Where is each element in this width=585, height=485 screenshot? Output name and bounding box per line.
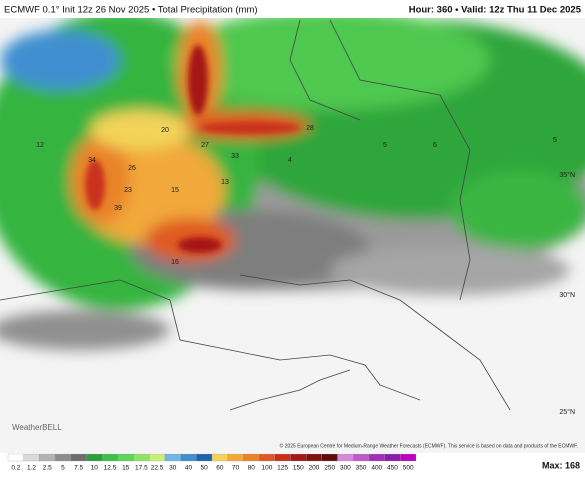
legend-label: 7.5: [74, 465, 83, 472]
legend-swatch: [86, 453, 103, 462]
legend-label: 5: [61, 465, 65, 472]
legend-label: 40: [185, 465, 193, 472]
legend-label: 60: [216, 465, 224, 472]
legend-swatch: [368, 453, 385, 462]
latitude-label: 30°N: [559, 291, 575, 299]
legend-label: 30: [169, 465, 177, 472]
legend-swatch: [180, 453, 197, 462]
point-value: 20: [161, 127, 169, 134]
legend-swatch: [211, 453, 228, 462]
legend-label: 50: [201, 465, 209, 472]
legend-label: 10: [91, 465, 99, 472]
legend-label: 250: [324, 465, 335, 472]
credit: © 2025 European Centre for Medium-Range …: [280, 442, 578, 449]
legend-label: 400: [371, 465, 382, 472]
legend-label: 350: [356, 465, 367, 472]
legend-label: 300: [340, 465, 351, 472]
legend-label: 150: [293, 465, 304, 472]
point-value: 23: [124, 187, 132, 194]
point-value: 39: [114, 205, 122, 212]
legend-swatch: [133, 453, 150, 462]
legend-swatch: [400, 453, 417, 462]
point-value: 33: [231, 153, 239, 160]
legend-swatch: [321, 453, 338, 462]
point-value: 5: [553, 137, 557, 144]
point-value: 27: [201, 142, 209, 149]
legend-label: 450: [387, 465, 398, 472]
legend-label: 17.5: [135, 465, 148, 472]
header-bar: [0, 0, 585, 18]
legend-swatch: [7, 453, 24, 462]
legend-label: 22.5: [151, 465, 164, 472]
point-value: 5: [383, 142, 387, 149]
legend-label: 500: [403, 465, 414, 472]
legend-swatch: [196, 453, 213, 462]
legend-label: 12.5: [104, 465, 117, 472]
latitude-label: 35°N: [559, 171, 575, 179]
legend-swatch: [258, 453, 275, 462]
legend-swatch: [39, 453, 56, 462]
header-left: ECMWF 0.1° Init 12z 26 Nov 2025 • Total …: [4, 5, 258, 16]
point-value: 34: [88, 157, 96, 164]
legend-swatch: [54, 453, 71, 462]
point-value: 13: [221, 179, 229, 186]
legend: 0.2 1.2 2.5 5 7.5 10 12.5 15 17.5 22.5 30 40 50 60 70 8…: [7, 453, 417, 472]
legend-label: 125: [277, 465, 288, 472]
point-value: 28: [306, 125, 314, 132]
legend-label: 0.2: [11, 465, 20, 472]
legend-swatch: [337, 453, 354, 462]
legend-swatch: [290, 453, 307, 462]
legend-label: 100: [261, 465, 272, 472]
header-right: Hour: 360 • Valid: 12z Thu 11 Dec 2025: [409, 5, 582, 16]
legend-swatch: [384, 453, 401, 462]
legend-label: 80: [248, 465, 256, 472]
legend-label: 2.5: [43, 465, 52, 472]
legend-swatch: [164, 453, 181, 462]
legend-label: 70: [232, 465, 240, 472]
point-value: 12: [36, 142, 44, 149]
legend-swatch: [149, 453, 166, 462]
point-value: 4: [288, 157, 292, 164]
point-value: 6: [433, 142, 437, 149]
latitude-label: 25°N: [559, 408, 575, 416]
legend-swatch: [70, 453, 87, 462]
legend-label: 15: [122, 465, 130, 472]
legend-swatch: [274, 453, 291, 462]
borders: [0, 19, 511, 411]
point-value: 15: [171, 187, 179, 194]
logo: WeatherBELL: [12, 423, 62, 432]
legend-swatch: [227, 453, 244, 462]
legend-swatch: [102, 453, 118, 462]
legend-swatch: [353, 453, 370, 462]
legend-swatch: [306, 453, 322, 462]
precip-field: [0, 18, 585, 453]
max-label: Max: 168: [542, 460, 580, 470]
legend-swatch: [117, 453, 134, 462]
legend-label: 1.2: [27, 465, 36, 472]
legend-swatch: [243, 453, 260, 462]
point-value: 16: [171, 259, 179, 266]
point-value: 26: [128, 165, 136, 172]
legend-label: 200: [309, 465, 320, 472]
legend-swatch: [23, 453, 40, 462]
